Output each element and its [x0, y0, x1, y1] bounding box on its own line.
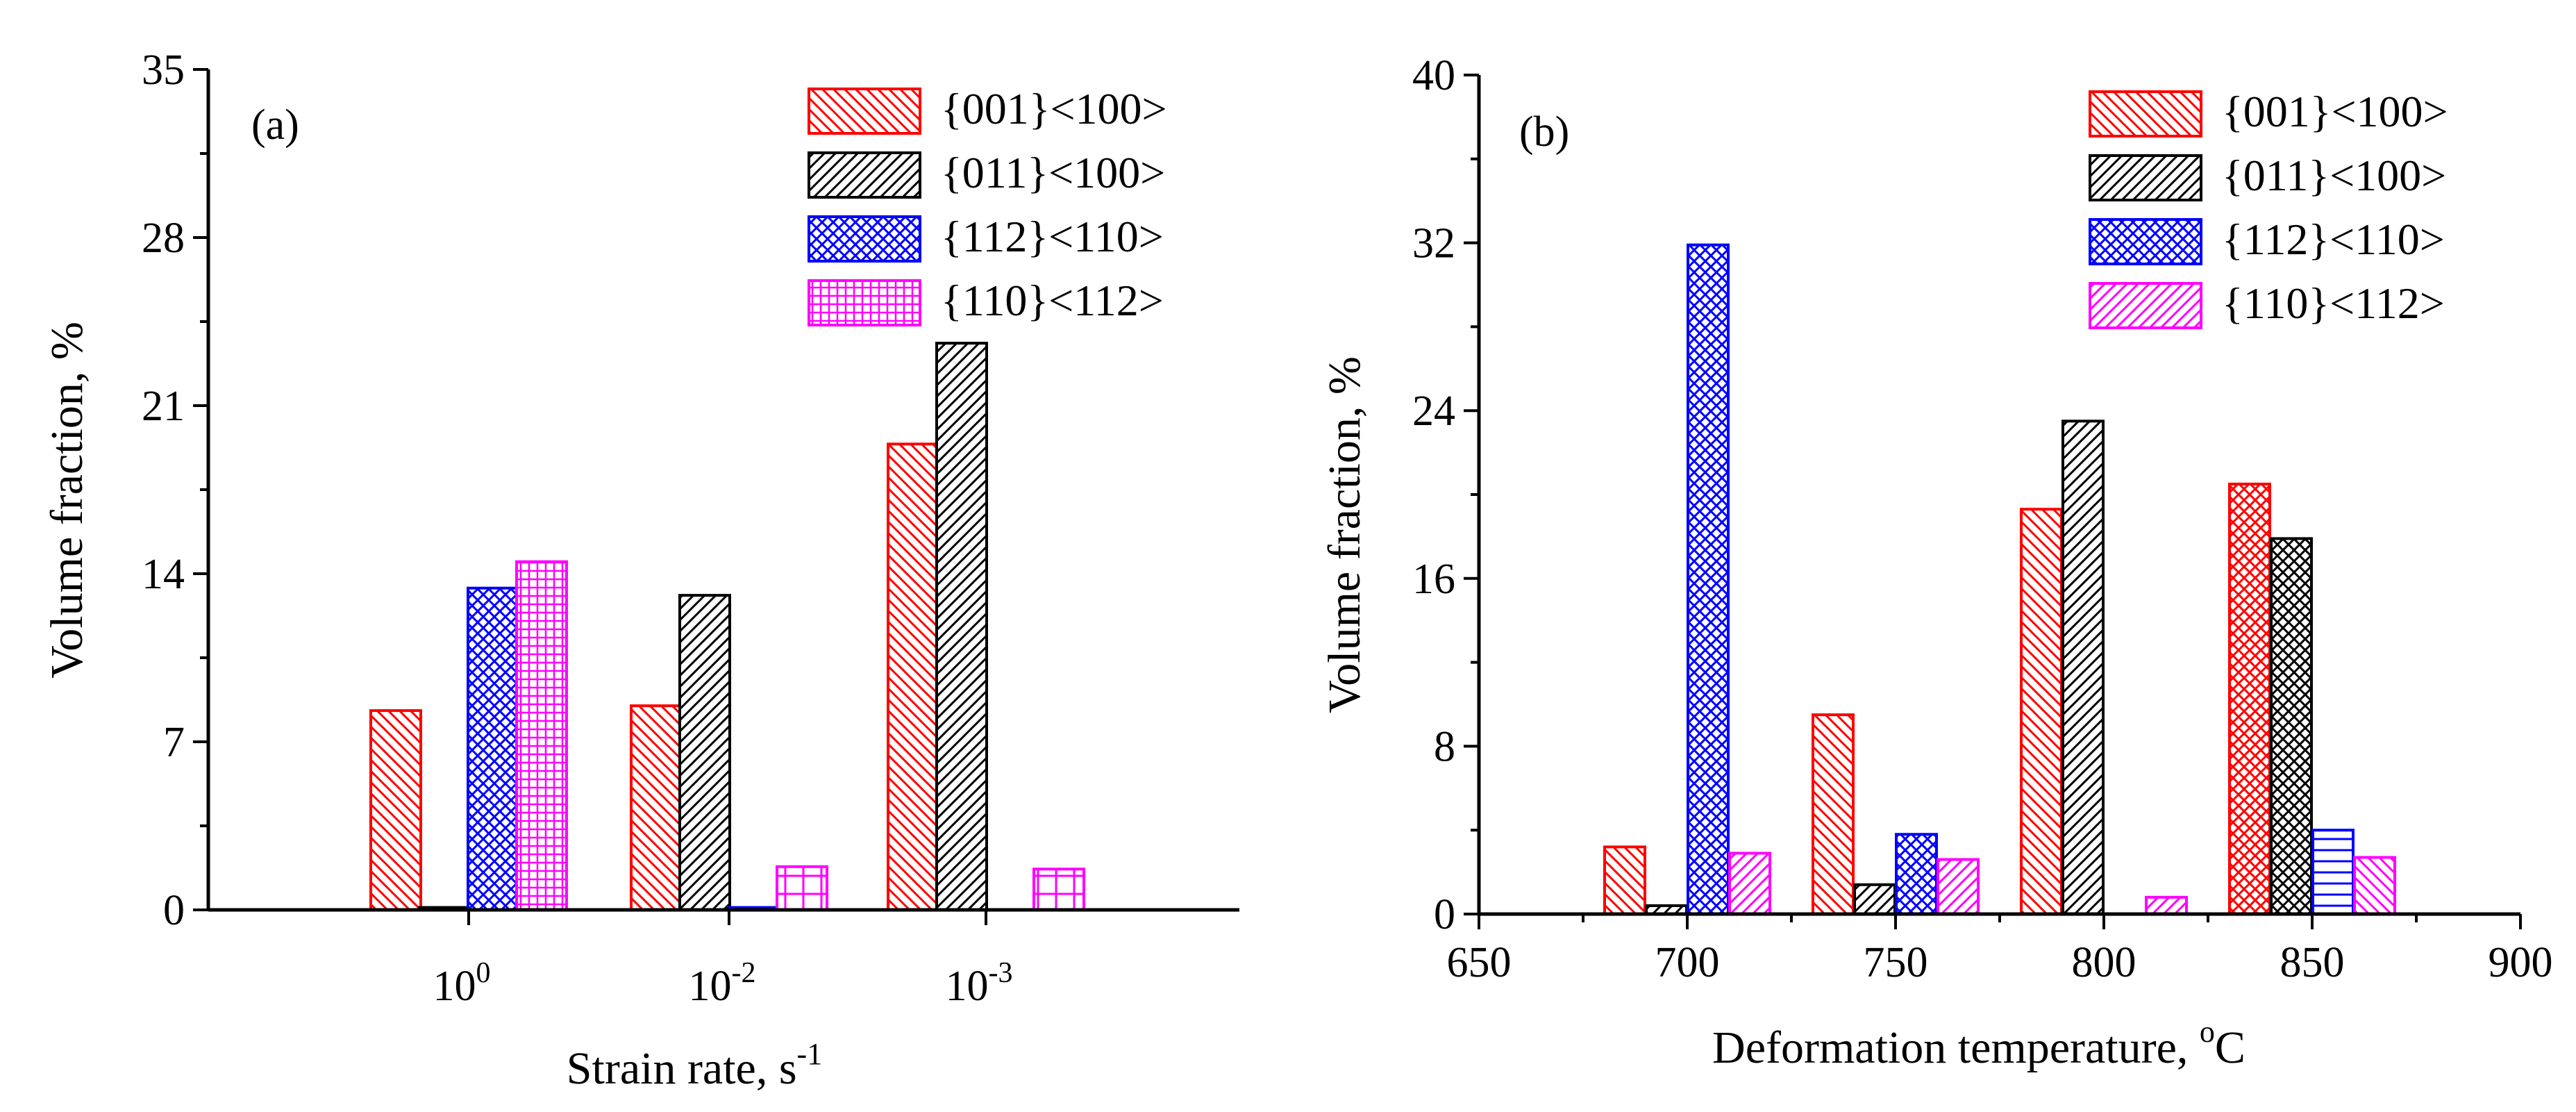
panel-a-x-tick-label: 10-2 — [689, 957, 756, 1010]
panel-a-x-axis-label-main: Strain rate, s — [567, 1043, 797, 1094]
panel-a-bar — [467, 586, 519, 911]
panel-a-bar — [887, 442, 939, 911]
panel-a-y-axis-label: Volume fraction, % — [42, 322, 92, 679]
panel-a-x-tick-label: 10-3 — [946, 957, 1013, 1010]
panel-b-axes: 0 8 16 24 32 40 650 700 750 800 850 900 — [1412, 52, 2553, 986]
panel-a-legend-label: {110}<112> — [941, 276, 1164, 325]
panel-b-temperature-chart: (b) 0 8 16 24 32 40 650 700 750 800 850 900 {001}<1… — [1319, 52, 2553, 1073]
panel-a-bar — [935, 342, 988, 912]
panel-a-x-axis-label-sup: -1 — [797, 1037, 823, 1071]
panel-a-legend-label: {001}<100> — [941, 84, 1167, 133]
panel-a-y-tick-label: 21 — [142, 383, 185, 430]
panel-b-bar — [2020, 508, 2063, 915]
panel-a-legend: {001}<100> {011}<100> {112}<110> {110}<112> — [808, 84, 1167, 326]
panel-b-bar — [1812, 713, 1855, 915]
panel-b-label: (b) — [1519, 108, 1569, 156]
panel-a-bar — [776, 865, 828, 912]
panel-b-legend-label: {011}<100> — [2222, 151, 2446, 200]
panel-b-legend: {001}<100> {011}<100> {112}<110> {110}<112> — [2089, 87, 2448, 329]
panel-b-bar — [1728, 852, 1771, 916]
panel-b-x-tick-label: 650 — [1447, 939, 1512, 986]
panel-a-bar — [515, 560, 568, 911]
panel-b-legend-label: {112}<110> — [2222, 215, 2445, 264]
panel-b-x-tick-label: 750 — [1864, 939, 1928, 986]
panel-a-legend-swatch — [808, 215, 921, 263]
panel-b-legend-swatch — [2089, 90, 2202, 138]
panel-b-bar — [2353, 856, 2396, 915]
panel-a-legend-swatch — [808, 88, 921, 135]
panel-b-y-tick-label: 8 — [1434, 723, 1455, 770]
panel-a-x-axis-label: Strain rate, s-1 — [567, 1037, 822, 1094]
panel-a-y-tick-label: 28 — [142, 215, 185, 262]
panel-b-bar — [1603, 845, 1646, 915]
panel-a-legend-label: {011}<100> — [941, 148, 1165, 197]
panel-b-x-axis-label: Deformation temperature, oC — [1712, 1015, 2245, 1073]
panel-a-axes: 0 7 14 21 28 35 100 10-2 10-3 — [142, 47, 1239, 1010]
panel-b-x-tick-label: 700 — [1655, 939, 1720, 986]
panel-b-x-axis-label-unit: C — [2215, 1022, 2245, 1073]
panel-b-bar — [1687, 243, 1730, 915]
panel-b-y-axis-label: Volume fraction, % — [1319, 356, 1370, 713]
panel-b-bar — [1853, 883, 1896, 915]
panel-b-legend-label: {001}<100> — [2222, 87, 2448, 136]
panel-b-y-tick-label: 24 — [1412, 388, 1455, 435]
panel-b-x-tick-label: 800 — [2072, 939, 2136, 986]
panel-b-bar — [2311, 829, 2355, 915]
panel-b-bar — [2061, 420, 2105, 915]
panel-a-bar — [1032, 868, 1085, 911]
panel-a-label: (a) — [251, 101, 299, 149]
panel-a-bar — [678, 594, 731, 911]
panel-b-bar — [1937, 858, 1980, 915]
panel-a-y-tick-label: 35 — [142, 47, 185, 94]
panel-b-bar — [2270, 537, 2313, 915]
panel-b-legend-swatch — [2089, 154, 2202, 201]
panel-a-strain-rate-chart: (a) 0 7 14 21 28 35 100 10-2 10-3 {001}<100> {011… — [42, 47, 1239, 1094]
panel-a-x-tick-label: 100 — [433, 957, 491, 1010]
panel-b-y-tick-label: 32 — [1412, 220, 1455, 267]
panel-b-x-tick-label: 850 — [2280, 939, 2345, 986]
panel-b-y-tick-label: 16 — [1412, 556, 1455, 603]
panel-b-legend-label: {110}<112> — [2222, 279, 2445, 328]
panel-a-bar — [630, 704, 683, 912]
panel-a-y-tick-label: 14 — [142, 551, 185, 598]
panel-a-y-tick-label: 7 — [163, 719, 185, 766]
panel-b-legend-swatch — [2089, 282, 2202, 329]
panel-a-y-tick-label: 0 — [163, 887, 185, 934]
panel-a-legend-swatch — [808, 279, 921, 326]
panel-b-legend-swatch — [2089, 218, 2202, 265]
panel-b-bar — [1895, 833, 1938, 915]
panel-a-bar — [369, 709, 422, 911]
panel-b-y-tick-label: 0 — [1434, 891, 1455, 938]
panel-b-x-tick-label: 900 — [2489, 939, 2553, 986]
panel-b-bar — [2228, 482, 2271, 915]
panel-a-bars — [369, 342, 1085, 912]
panel-b-bar — [2145, 895, 2188, 915]
panel-b-x-axis-label-main: Deformation temperature, — [1712, 1022, 2200, 1073]
panel-b-y-tick-label: 40 — [1412, 52, 1455, 99]
panel-b-x-axis-label-sup: o — [2200, 1015, 2215, 1049]
panel-b-bars — [1603, 243, 2396, 916]
panel-a-legend-swatch — [808, 151, 921, 199]
panel-a-legend-label: {112}<110> — [941, 212, 1164, 261]
